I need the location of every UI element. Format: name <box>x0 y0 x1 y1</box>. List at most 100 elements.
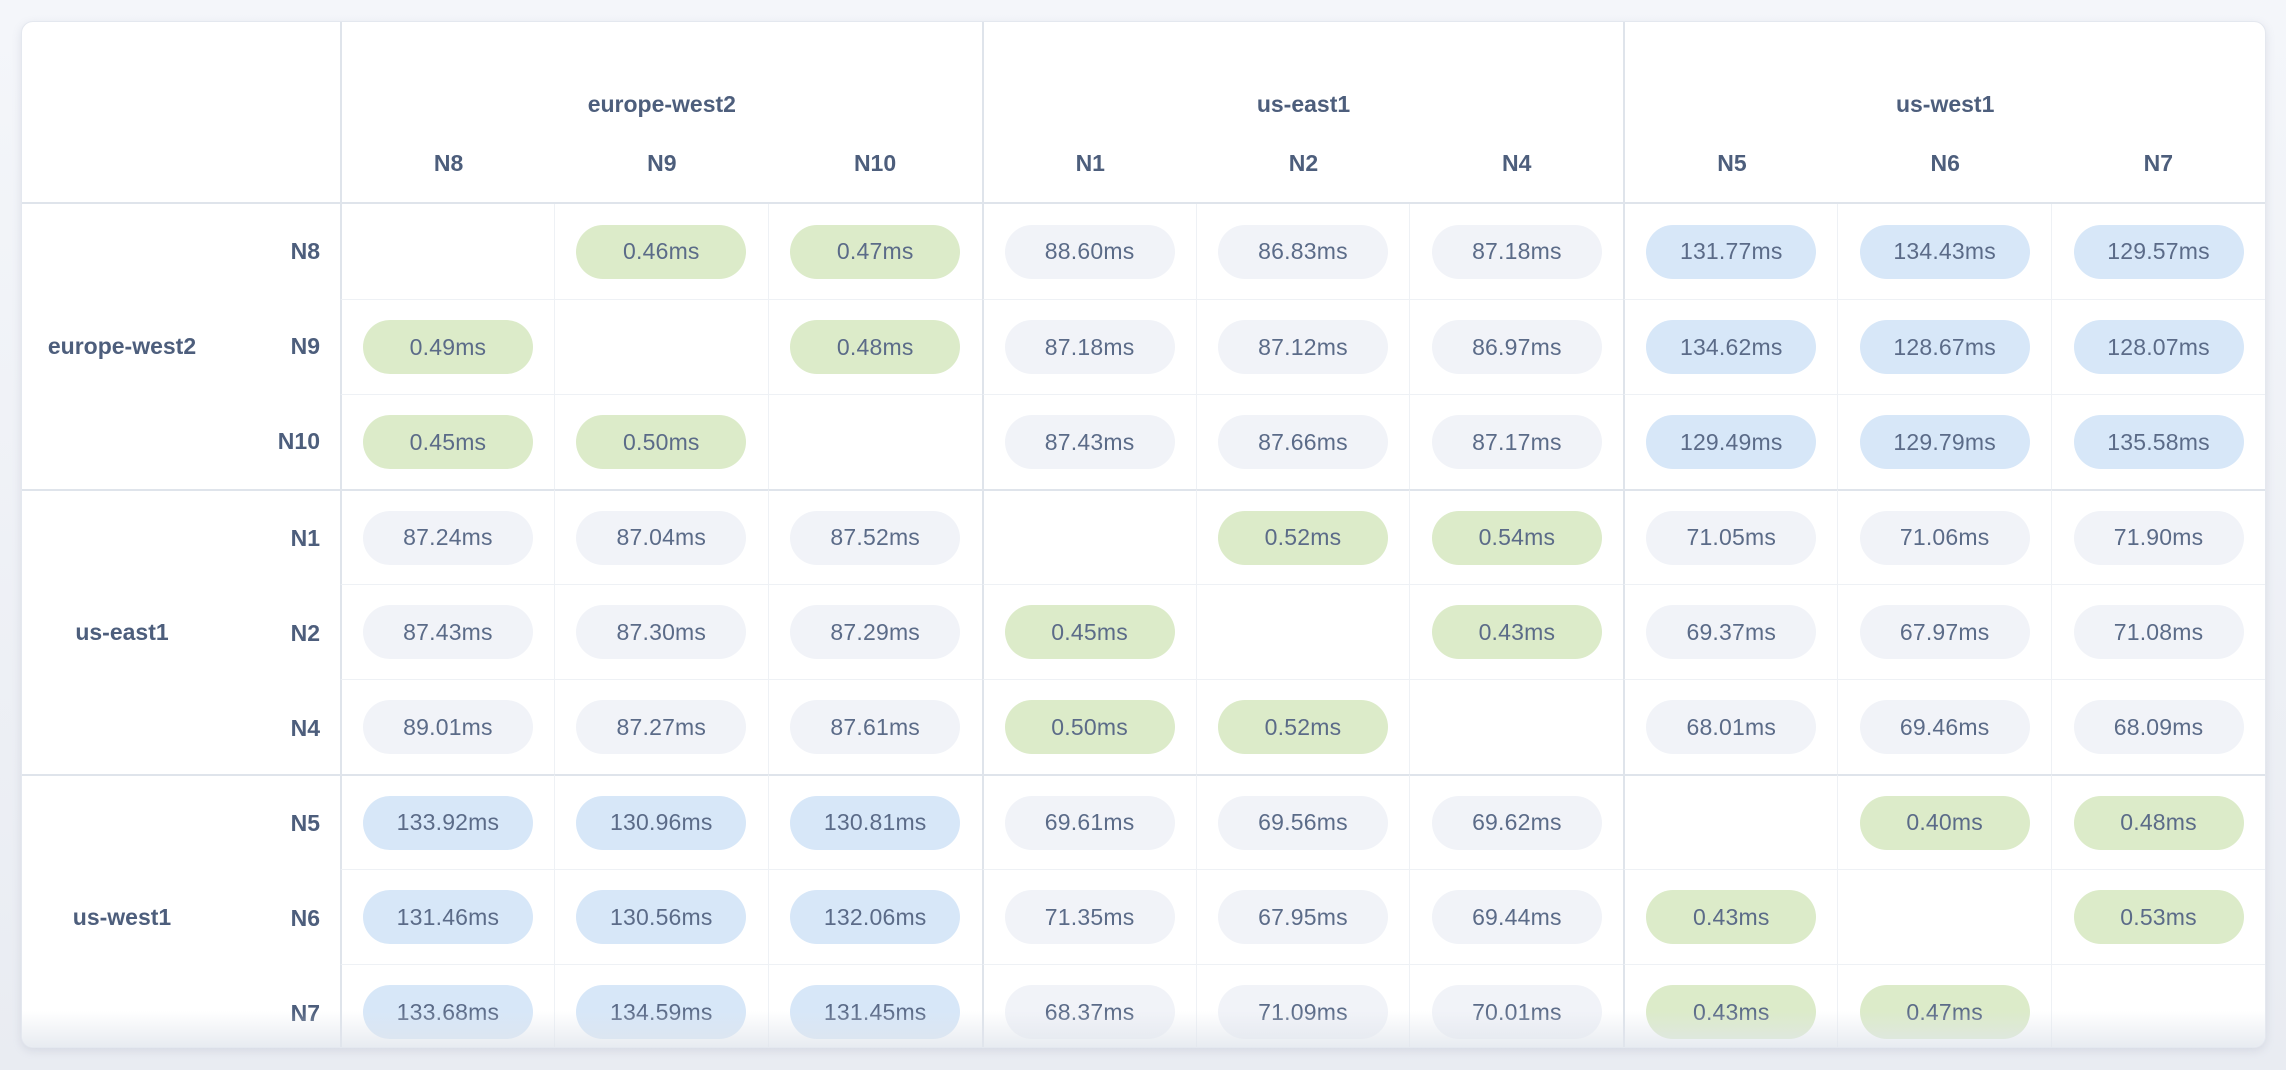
latency-cell-N6-N9: 130.56ms <box>553 869 768 964</box>
latency-pill-N6-N1: 71.35ms <box>1004 890 1175 944</box>
latency-cell-N7-N8: 133.68ms <box>340 964 554 1047</box>
latency-cell-N2-N7: 71.08ms <box>2051 584 2265 679</box>
latency-pill-N2-N1: 0.45ms <box>1004 605 1175 659</box>
latency-cell-N1-N8: 87.24ms <box>340 489 554 584</box>
latency-pill-N8-N9: 0.46ms <box>576 224 747 279</box>
latency-pill-N4-N2: 0.52ms <box>1217 700 1388 754</box>
latency-cell-N2-N8: 87.43ms <box>340 584 554 679</box>
latency-pill-N6-N10: 132.06ms <box>790 890 961 944</box>
column-region-label: us-east1 <box>1256 91 1351 117</box>
column-region-label: us-west1 <box>1895 91 1995 117</box>
latency-cell-N9-N9 <box>553 299 768 394</box>
latency-pill-N6-N7: 0.53ms <box>2073 890 2244 944</box>
latency-cell-N9-N4: 86.97ms <box>1409 299 1624 394</box>
latency-pill-N4-N7: 68.09ms <box>2073 700 2244 754</box>
latency-cell-N7-N6: 0.47ms <box>1837 964 2052 1047</box>
row-group-label-us-west1: us-west1 N5 N6 N7 <box>22 774 340 1047</box>
latency-pill-N9-N5: 134.62ms <box>1646 320 1817 374</box>
latency-pill-N10-N2: 87.66ms <box>1217 415 1388 469</box>
latency-cell-N6-N6 <box>1837 869 2052 964</box>
latency-pill-N7-N5: 0.43ms <box>1646 985 1817 1039</box>
latency-cell-N1-N1 <box>981 489 1196 584</box>
column-node-label-N9: N9 <box>647 149 677 176</box>
latency-matrix-card: europe-west2 N8 N9 N10 us-east1 N1 N2 N4 us-west… <box>21 21 2266 1048</box>
latency-pill-N7-N10: 131.45ms <box>790 985 961 1039</box>
latency-pill-N7-N1: 68.37ms <box>1004 985 1175 1039</box>
row-node-label-N1: N1 <box>290 525 320 551</box>
column-node-label-N8: N8 <box>433 149 464 176</box>
latency-pill-N10-N1: 87.43ms <box>1004 415 1175 469</box>
latency-pill-N9-N7: 128.07ms <box>2073 320 2244 374</box>
latency-cell-N10-N1: 87.43ms <box>981 394 1196 489</box>
latency-cell-N5-N6: 0.40ms <box>1837 774 2052 869</box>
latency-pill-N8-N5: 131.77ms <box>1646 224 1817 279</box>
latency-pill-N4-N6: 69.46ms <box>1859 700 2030 754</box>
latency-cell-N9-N6: 128.67ms <box>1837 299 2052 394</box>
latency-pill-N5-N7: 0.48ms <box>2073 795 2244 850</box>
latency-pill-N2-N4: 0.43ms <box>1431 605 1602 659</box>
latency-cell-N9-N8: 0.49ms <box>340 299 554 394</box>
latency-cell-N9-N7: 128.07ms <box>2051 299 2265 394</box>
row-group-label-europe-west2: europe-west2 N8 N9 N10 <box>22 204 340 489</box>
latency-pill-N7-N4: 70.01ms <box>1431 985 1602 1039</box>
latency-pill-N2-N7: 71.08ms <box>2073 605 2244 659</box>
latency-matrix: europe-west2 N8 N9 N10 us-east1 N1 N2 N4 us-west… <box>22 22 2265 1047</box>
latency-pill-N2-N5: 69.37ms <box>1646 605 1817 659</box>
latency-pill-N2-N10: 87.29ms <box>790 605 961 659</box>
latency-cell-N10-N5: 129.49ms <box>1623 394 1838 489</box>
row-node-label-N8: N8 <box>290 238 320 264</box>
latency-cell-N2-N2 <box>1195 584 1410 679</box>
column-node-row: N8 N9 N10 <box>342 124 982 202</box>
latency-cell-N6-N8: 131.46ms <box>340 869 554 964</box>
latency-pill-N1-N5: 71.05ms <box>1646 510 1817 565</box>
latency-cell-N4-N7: 68.09ms <box>2051 679 2265 774</box>
latency-cell-N8-N10: 0.47ms <box>767 204 982 299</box>
latency-pill-N5-N9: 130.96ms <box>576 795 747 850</box>
latency-cell-N10-N9: 0.50ms <box>553 394 768 489</box>
latency-pill-N6-N5: 0.43ms <box>1646 890 1817 944</box>
latency-cell-N7-N7 <box>2051 964 2265 1047</box>
latency-pill-N9-N2: 87.12ms <box>1217 320 1388 374</box>
latency-cell-N7-N4: 70.01ms <box>1409 964 1624 1047</box>
latency-pill-N5-N8: 133.92ms <box>362 795 533 850</box>
latency-pill-N6-N9: 130.56ms <box>576 890 747 944</box>
latency-pill-N10-N7: 135.58ms <box>2073 415 2244 469</box>
latency-cell-N1-N2: 0.52ms <box>1195 489 1410 584</box>
latency-cell-N5-N9: 130.96ms <box>553 774 768 869</box>
latency-pill-N5-N4: 69.62ms <box>1431 795 1602 850</box>
latency-pill-N5-N10: 130.81ms <box>790 795 961 850</box>
row-region-label: us-west1 <box>72 904 172 930</box>
latency-cell-N6-N4: 69.44ms <box>1409 869 1624 964</box>
latency-cell-N4-N10: 87.61ms <box>767 679 982 774</box>
latency-cell-N8-N7: 129.57ms <box>2051 204 2265 299</box>
matrix-corner-cell <box>22 22 340 204</box>
latency-cell-N2-N4: 0.43ms <box>1409 584 1624 679</box>
column-node-label-N7: N7 <box>2143 149 2174 176</box>
latency-pill-N8-N6: 134.43ms <box>1859 224 2030 279</box>
column-node-row: N5 N6 N7 <box>1625 124 2265 202</box>
latency-pill-N2-N6: 67.97ms <box>1859 605 2030 659</box>
latency-pill-N7-N8: 133.68ms <box>362 985 533 1039</box>
latency-pill-N4-N8: 89.01ms <box>362 700 533 754</box>
latency-pill-N9-N1: 87.18ms <box>1004 320 1175 374</box>
column-node-label-N5: N5 <box>1717 149 1747 176</box>
latency-pill-N5-N2: 69.56ms <box>1217 795 1388 850</box>
latency-pill-N10-N9: 0.50ms <box>576 415 747 469</box>
latency-cell-N6-N5: 0.43ms <box>1623 869 1838 964</box>
latency-pill-N10-N8: 0.45ms <box>362 415 533 469</box>
latency-pill-N1-N10: 87.52ms <box>790 510 961 565</box>
latency-cell-N4-N9: 87.27ms <box>553 679 768 774</box>
latency-cell-N4-N2: 0.52ms <box>1195 679 1410 774</box>
latency-cell-N7-N10: 131.45ms <box>767 964 982 1047</box>
latency-cell-N1-N9: 87.04ms <box>553 489 768 584</box>
row-group-label-us-east1: us-east1 N1 N2 N4 <box>22 489 340 774</box>
latency-pill-N5-N6: 0.40ms <box>1859 795 2030 850</box>
latency-cell-N8-N1: 88.60ms <box>981 204 1196 299</box>
latency-pill-N2-N8: 87.43ms <box>362 605 533 659</box>
latency-cell-N9-N1: 87.18ms <box>981 299 1196 394</box>
latency-pill-N5-N1: 69.61ms <box>1004 795 1175 850</box>
latency-pill-N9-N8: 0.49ms <box>362 320 533 374</box>
latency-pill-N8-N10: 0.47ms <box>790 224 961 279</box>
latency-cell-N4-N6: 69.46ms <box>1837 679 2052 774</box>
latency-pill-N2-N9: 87.30ms <box>576 605 747 659</box>
